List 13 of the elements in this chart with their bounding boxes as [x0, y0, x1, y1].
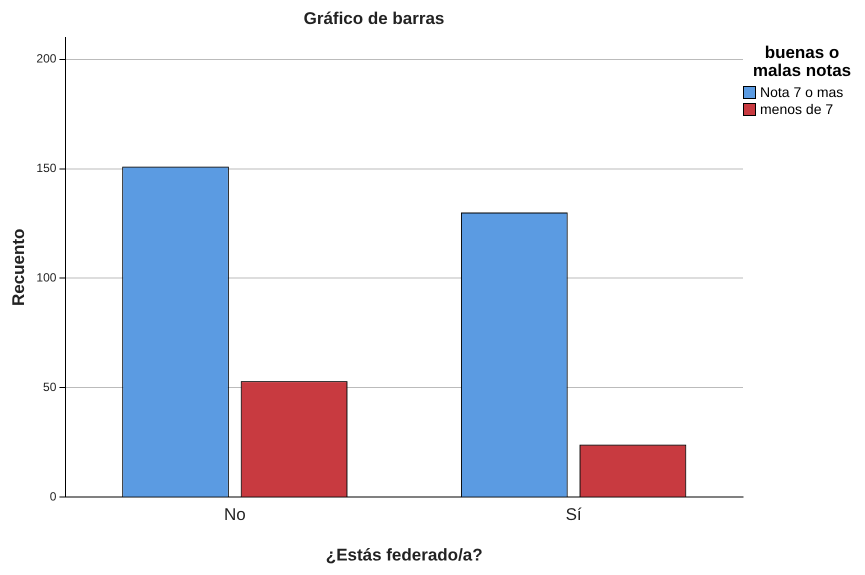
x-axis-title: ¿Estás federado/a?	[326, 545, 483, 564]
legend-title: buenas o malas notas	[752, 43, 852, 80]
legend-label: menos de 7	[760, 101, 834, 117]
y-tick-label: 50	[43, 380, 57, 394]
x-tick-label: No	[224, 505, 246, 524]
y-tick-label: 100	[36, 270, 57, 285]
y-axis-title: Recuento	[8, 228, 28, 306]
chart-title: Gráfico de barras	[304, 8, 444, 28]
y-tick-label: 150	[36, 161, 57, 176]
y-tick-label: 200	[36, 52, 57, 66]
y-tick-label: 0	[50, 490, 57, 504]
x-tick-label: Sí	[566, 505, 582, 524]
legend-label: Nota 7 o mas	[760, 84, 844, 100]
